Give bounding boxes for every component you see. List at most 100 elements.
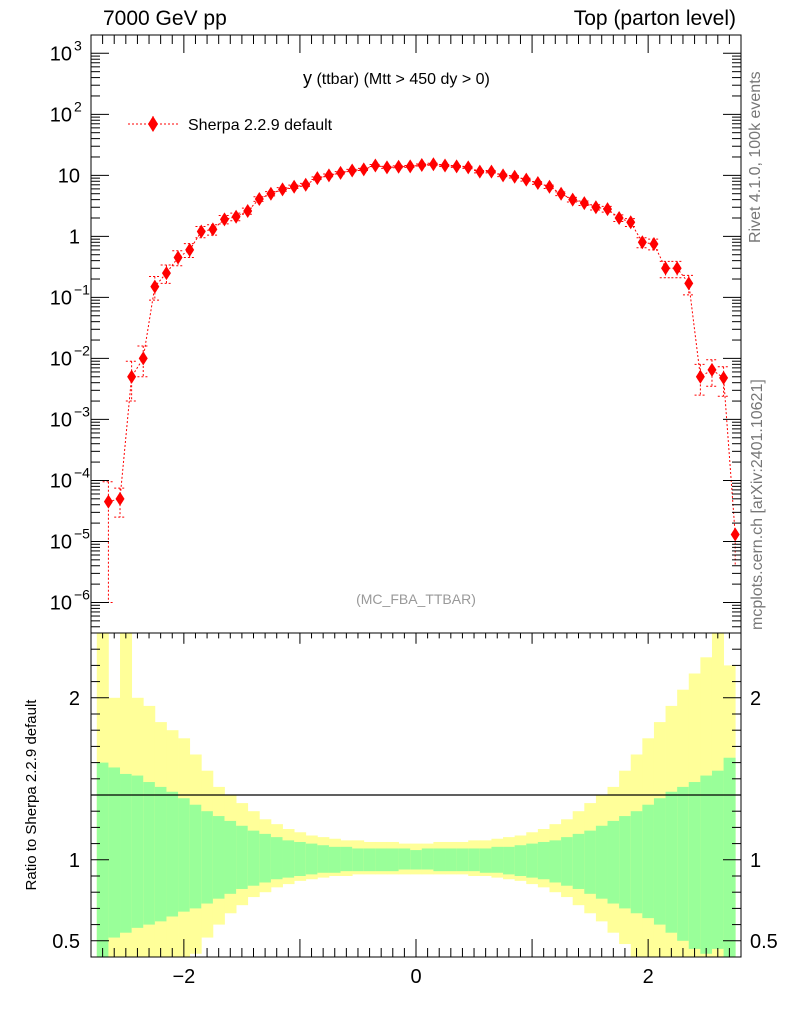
data-point — [521, 172, 531, 187]
x-tick-label: −2 — [172, 966, 195, 988]
data-point — [428, 157, 438, 172]
y-tick-exponent: −3 — [74, 403, 90, 419]
ratio-band-green — [711, 770, 724, 949]
ratio-band-green — [630, 811, 643, 914]
y-tick-label: 1 — [69, 226, 80, 248]
ratio-band-green — [386, 848, 399, 872]
ratio-band-green — [340, 846, 353, 872]
y-tick-label: 10 — [50, 531, 72, 553]
ratio-band-green — [294, 841, 307, 876]
data-point — [103, 494, 113, 509]
data-point — [463, 160, 473, 175]
data-point — [579, 196, 589, 211]
data-point — [359, 162, 369, 177]
y-tick-label: 10 — [58, 165, 80, 187]
data-point — [672, 261, 682, 276]
ratio-band-green — [526, 843, 539, 878]
data-point — [370, 158, 380, 173]
data-point — [510, 169, 520, 184]
analysis-watermark: (MC_FBA_TTBAR) — [356, 591, 476, 607]
data-point — [591, 200, 601, 215]
data-point — [173, 250, 183, 265]
data-point — [649, 236, 659, 251]
data-point — [324, 168, 334, 183]
ratio-y-tick-label-right: 0.5 — [750, 931, 778, 953]
ratio-band-green — [642, 804, 655, 919]
y-tick-label: 10 — [50, 470, 72, 492]
data-point — [626, 215, 636, 230]
plot-title: y (ttbar) (Mtt > 450 dy > 0) — [303, 68, 490, 88]
ratio-y-tick-label-right: 1 — [750, 850, 761, 872]
data-point — [219, 212, 229, 227]
data-point — [115, 491, 125, 506]
ratio-band-green — [537, 841, 550, 880]
main-series — [102, 157, 740, 603]
data-point — [347, 163, 357, 178]
ratio-band-green — [677, 786, 690, 941]
y-tick-label: 10 — [50, 104, 72, 126]
ratio-band-green — [456, 848, 469, 872]
ratio-band-green — [352, 848, 365, 872]
data-point — [486, 164, 496, 179]
ratio-band-green — [270, 837, 283, 880]
ratio-y-tick-label: 2 — [69, 688, 80, 710]
mcplots-label: mcplots.cern.ch [arXiv:2401.10621] — [749, 379, 766, 630]
data-point — [719, 370, 729, 385]
x-tick-label: 0 — [410, 966, 421, 988]
data-point — [544, 179, 554, 194]
data-point — [730, 527, 740, 542]
data-point — [661, 261, 671, 276]
data-point — [417, 157, 427, 172]
data-point — [312, 171, 322, 186]
ratio-band-green — [595, 825, 608, 899]
data-point — [603, 202, 613, 217]
ratio-band-green — [653, 798, 666, 925]
y-tick-exponent: −6 — [74, 586, 90, 602]
legend-marker-icon — [148, 116, 158, 132]
y-tick-exponent: −5 — [74, 525, 90, 541]
data-point — [568, 192, 578, 207]
ratio-band-green — [421, 848, 434, 870]
ratio-band-green — [561, 837, 574, 886]
data-point — [185, 242, 195, 257]
data-point — [243, 204, 253, 219]
data-point — [208, 222, 218, 237]
y-tick-label: 10 — [50, 43, 72, 65]
y-tick-exponent: −1 — [74, 281, 90, 297]
y-tick-label: 10 — [50, 409, 72, 431]
ratio-band-green — [665, 791, 678, 933]
ratio-band-green — [433, 848, 446, 872]
data-point — [196, 224, 206, 239]
data-point — [637, 235, 647, 250]
y-tick-exponent: −4 — [74, 464, 90, 480]
ratio-band-green — [189, 804, 202, 909]
data-point — [533, 175, 543, 190]
data-point — [695, 369, 705, 384]
ratio-band-green — [363, 848, 376, 872]
ratio-band-green — [468, 848, 481, 872]
ratio-band-green — [224, 820, 237, 894]
data-point — [498, 168, 508, 183]
data-point — [266, 186, 276, 201]
data-point — [614, 210, 624, 225]
plot-title-main: y — [303, 68, 312, 88]
x-tick-label: 2 — [643, 966, 654, 988]
ratio-band-green — [259, 833, 272, 883]
data-point — [138, 351, 148, 366]
data-point — [336, 165, 346, 180]
ratio-band-green — [236, 825, 249, 889]
legend-label: Sherpa 2.2.9 default — [188, 117, 333, 134]
ratio-band-green — [154, 786, 167, 922]
data-point — [382, 160, 392, 175]
ratio-band-green — [305, 843, 318, 875]
ratio-band-green — [375, 848, 388, 872]
data-point — [150, 279, 160, 294]
ratio-band-green — [503, 846, 516, 875]
ratio-band-green — [398, 848, 411, 870]
data-point — [394, 159, 404, 174]
ratio-y-tick-label-right: 2 — [750, 688, 761, 710]
data-point — [405, 159, 415, 174]
ratio-band-green — [120, 773, 133, 933]
